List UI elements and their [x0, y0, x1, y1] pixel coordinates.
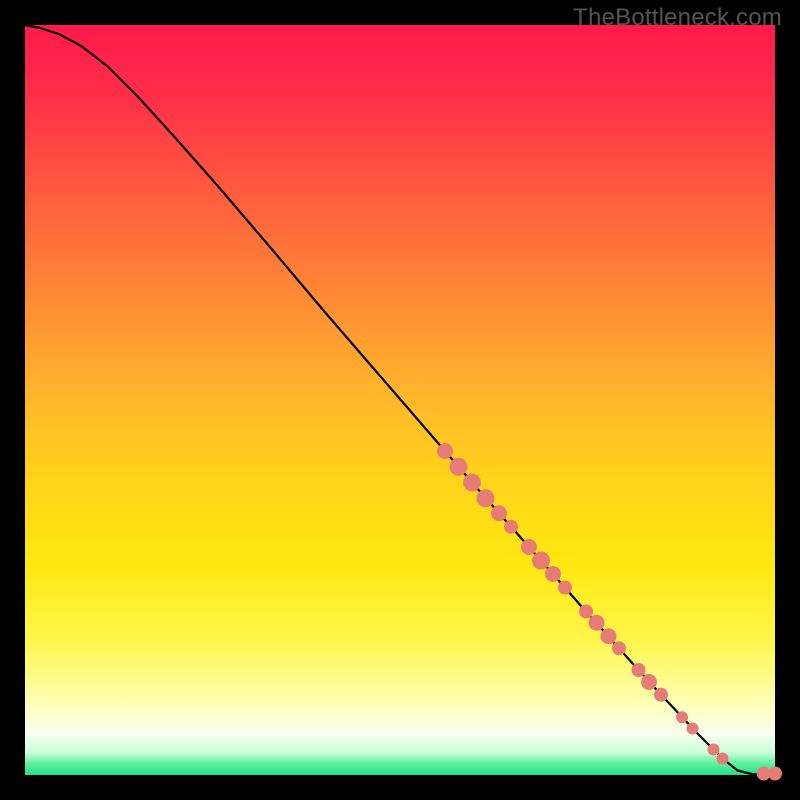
data-point	[504, 520, 518, 534]
data-point	[589, 615, 605, 631]
data-point	[601, 628, 617, 644]
data-point	[612, 641, 626, 655]
data-point	[463, 474, 481, 492]
data-point	[717, 753, 729, 765]
data-point	[558, 581, 572, 595]
data-point	[477, 489, 495, 507]
chart-container: TheBottleneck.com	[0, 0, 800, 800]
watermark-text: TheBottleneck.com	[573, 4, 782, 32]
data-point	[450, 458, 468, 476]
data-point	[632, 663, 646, 677]
data-point	[641, 674, 657, 690]
data-point	[579, 605, 593, 619]
data-point	[521, 539, 537, 555]
data-point	[545, 566, 561, 582]
data-point	[768, 767, 782, 781]
data-point	[437, 443, 453, 459]
data-point	[654, 688, 668, 702]
chart-svg	[0, 0, 800, 800]
data-point	[491, 505, 507, 521]
data-point	[676, 711, 688, 723]
data-point	[708, 744, 720, 756]
data-point	[532, 552, 550, 570]
data-point	[687, 723, 699, 735]
